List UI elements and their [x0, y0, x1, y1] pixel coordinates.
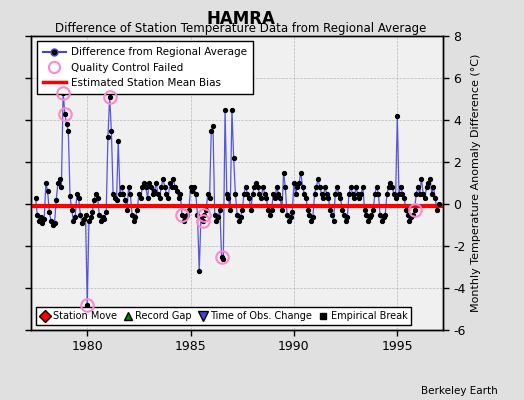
Text: HAMRA: HAMRA [206, 10, 276, 28]
Legend: Station Move, Record Gap, Time of Obs. Change, Empirical Break: Station Move, Record Gap, Time of Obs. C… [36, 307, 411, 325]
Y-axis label: Monthly Temperature Anomaly Difference (°C): Monthly Temperature Anomaly Difference (… [471, 54, 481, 312]
Text: Berkeley Earth: Berkeley Earth [421, 386, 498, 396]
Text: Difference of Station Temperature Data from Regional Average: Difference of Station Temperature Data f… [56, 22, 427, 35]
